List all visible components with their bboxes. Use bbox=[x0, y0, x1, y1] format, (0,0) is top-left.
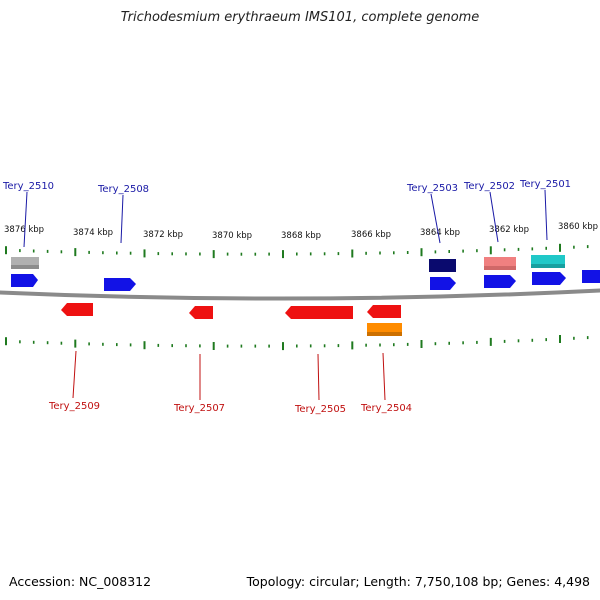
tick-label: 3872 kbp bbox=[143, 230, 183, 240]
gene-label-tery-2507[interactable]: Tery_2507 bbox=[173, 403, 225, 414]
leader-line bbox=[23, 191, 28, 248]
gene-label-tery-2509[interactable]: Tery_2509 bbox=[48, 401, 100, 412]
leader-line bbox=[430, 193, 441, 244]
gene-blue-arrow[interactable] bbox=[532, 272, 566, 285]
gene-tery-2507[interactable] bbox=[189, 306, 213, 319]
gene-label-tery-2508[interactable]: Tery_2508 bbox=[97, 184, 149, 195]
leader-line bbox=[120, 194, 124, 244]
gene-labels-top: Tery_2510 Tery_2508 Tery_2503 Tery_2502 … bbox=[2, 179, 571, 248]
tick-label: 3862 kbp bbox=[489, 225, 529, 235]
map-title: Trichodesmium erythraeum IMS101, complet… bbox=[120, 10, 480, 25]
gene-label-tery-2501[interactable]: Tery_2501 bbox=[519, 179, 571, 190]
tick-label: 3868 kbp bbox=[281, 231, 321, 241]
gene-tery-2503[interactable] bbox=[429, 259, 456, 272]
gene-shade bbox=[484, 266, 516, 270]
leader-line bbox=[317, 353, 320, 401]
genome-backbone bbox=[0, 288, 600, 301]
leader-line bbox=[72, 350, 77, 399]
gene-tery-2504[interactable] bbox=[367, 305, 401, 318]
gene-shade bbox=[531, 264, 565, 268]
genes-forward-strand bbox=[11, 255, 600, 291]
gene-labels-bottom: Tery_2509 Tery_2507 Tery_2505 Tery_2504 bbox=[48, 350, 412, 415]
leader-line bbox=[544, 189, 548, 241]
tick-label: 3876 kbp bbox=[4, 225, 44, 235]
tick-label: 3864 kbp bbox=[420, 228, 460, 238]
gene-tery-2505[interactable] bbox=[285, 306, 353, 319]
gene-blue-arrow[interactable] bbox=[484, 275, 516, 288]
gene-label-tery-2505[interactable]: Tery_2505 bbox=[294, 404, 346, 415]
gene-label-tery-2502[interactable]: Tery_2502 bbox=[463, 181, 515, 192]
gene-shade bbox=[11, 265, 39, 269]
tick-row-bottom bbox=[5, 335, 589, 351]
topology-text: Topology: circular; Length: 7,750,108 bp… bbox=[246, 574, 590, 589]
gene-tery-2508[interactable] bbox=[104, 278, 136, 291]
tick-label: 3860 kbp bbox=[558, 222, 598, 232]
tick-label: 3866 kbp bbox=[351, 230, 391, 240]
gene-tery-2509[interactable] bbox=[61, 303, 93, 316]
gene-label-tery-2510[interactable]: Tery_2510 bbox=[2, 181, 54, 192]
gene-label-tery-2503[interactable]: Tery_2503 bbox=[406, 183, 458, 194]
gene-shade bbox=[367, 332, 402, 336]
gene-blue-arrow[interactable] bbox=[430, 277, 456, 290]
gene-blue-arrow[interactable] bbox=[582, 270, 600, 283]
accession-text: Accession: NC_008312 bbox=[9, 574, 152, 589]
tick-row-top bbox=[5, 243, 589, 259]
genes-reverse-strand bbox=[61, 303, 402, 336]
tick-label: 3874 kbp bbox=[73, 228, 113, 238]
tick-label: 3870 kbp bbox=[212, 231, 252, 241]
leader-line bbox=[489, 191, 499, 243]
leader-line bbox=[382, 352, 386, 401]
gene-blue-arrow[interactable] bbox=[11, 274, 38, 287]
gene-label-tery-2504[interactable]: Tery_2504 bbox=[360, 403, 412, 414]
tick-labels: 3876 kbp 3874 kbp 3872 kbp 3870 kbp 3868… bbox=[4, 222, 598, 241]
